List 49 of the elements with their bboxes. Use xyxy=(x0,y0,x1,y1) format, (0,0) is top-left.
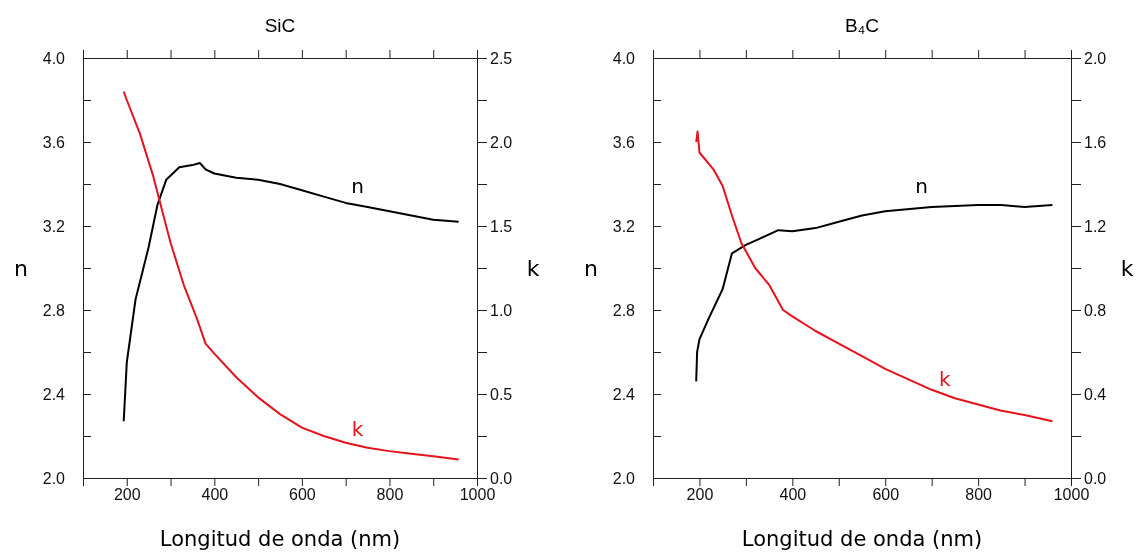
y-tick-label: 2.0 xyxy=(612,469,636,487)
x-tick-label: 600 xyxy=(872,486,900,504)
y-tick-label: 4.0 xyxy=(42,49,66,67)
y-tick-label: 3.2 xyxy=(612,217,636,235)
y-tick-label: 2.0 xyxy=(42,469,66,487)
series-label: k xyxy=(939,367,952,392)
y2-tick-label: 1.5 xyxy=(490,217,513,235)
y2-tick-label: 1.0 xyxy=(490,301,513,319)
x-tick-label: 800 xyxy=(965,486,993,504)
x-tick-label: 800 xyxy=(376,486,404,504)
y-tick-label: 3.6 xyxy=(612,133,636,151)
y2-tick-label: 0.8 xyxy=(1084,301,1107,319)
series-label: n xyxy=(351,174,364,199)
y-tick-label: 3.2 xyxy=(42,217,66,235)
x-tick-label: 1000 xyxy=(1053,486,1090,504)
y2-tick-label: 2.0 xyxy=(490,133,513,151)
y2-tick-label: 0.0 xyxy=(1084,469,1107,487)
series-label: k xyxy=(351,416,364,441)
x-tick-label: 400 xyxy=(201,486,229,504)
chart-title: SiC xyxy=(264,15,296,36)
y-tick-label: 2.8 xyxy=(42,301,66,319)
y-axis-title: n xyxy=(584,256,598,281)
y2-axis-title: k xyxy=(1120,256,1134,281)
x-axis-title: Longitud de onda (nm) xyxy=(741,527,983,551)
y-tick-label: 2.8 xyxy=(612,301,636,319)
x-axis-title: Longitud de onda (nm) xyxy=(159,527,401,551)
x-tick-label: 200 xyxy=(686,486,714,504)
x-tick-label: 1000 xyxy=(459,486,496,504)
y-tick-label: 3.6 xyxy=(42,133,66,151)
y2-tick-label: 0.0 xyxy=(490,469,513,487)
x-tick-label: 600 xyxy=(289,486,316,504)
line-series xyxy=(695,130,1054,423)
y2-tick-label: 1.2 xyxy=(1084,217,1107,235)
y-tick-label: 2.4 xyxy=(42,385,66,403)
line-series xyxy=(122,162,460,423)
y2-axis-title: k xyxy=(526,256,540,281)
series-label: n xyxy=(915,174,929,199)
y-tick-label: 2.4 xyxy=(612,385,636,403)
x-tick-label: 200 xyxy=(113,486,141,504)
y2-tick-label: 1.6 xyxy=(1084,133,1107,151)
y-axis-title: n xyxy=(14,256,28,281)
y2-tick-label: 2.0 xyxy=(1084,49,1107,67)
line-series xyxy=(122,90,460,461)
y2-tick-label: 0.5 xyxy=(490,385,513,403)
y-tick-label: 4.0 xyxy=(612,49,636,67)
y2-tick-label: 0.4 xyxy=(1084,385,1107,403)
x-tick-label: 400 xyxy=(779,486,807,504)
chart-title: B₄C xyxy=(844,15,880,36)
y2-tick-label: 2.5 xyxy=(490,49,513,67)
